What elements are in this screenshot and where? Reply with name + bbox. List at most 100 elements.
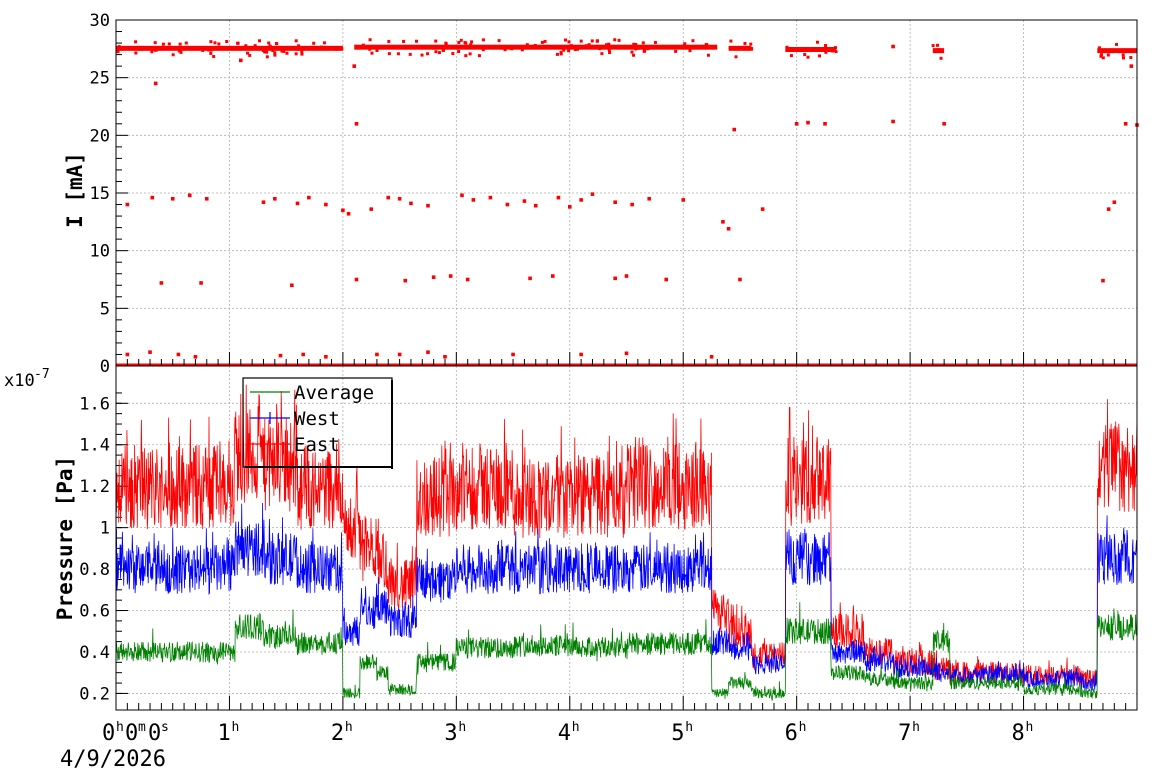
current-band-point xyxy=(296,47,300,51)
current-band-point xyxy=(201,48,205,52)
current-point xyxy=(409,201,413,206)
current-band-point xyxy=(691,39,695,43)
current-band-point xyxy=(785,45,789,49)
current-band-point xyxy=(297,44,301,48)
current-band-point xyxy=(387,52,391,56)
current-band xyxy=(116,39,344,59)
current-point xyxy=(125,352,130,357)
current-point xyxy=(726,226,731,231)
pressure-exponent-power: -7 xyxy=(34,367,50,382)
current-band-point xyxy=(575,47,579,51)
current-band-point xyxy=(432,46,436,50)
current-band-point xyxy=(590,39,594,43)
x-tick-label-hours: 2 xyxy=(331,721,344,746)
current-band-point xyxy=(275,42,279,46)
current-band-point xyxy=(500,46,504,50)
x-tick-label-hours: 1 xyxy=(217,721,230,746)
pressure-y-tick-label: 0.4 xyxy=(79,643,110,663)
pressure-y-tick-label: 0.6 xyxy=(79,602,110,622)
current-band-point xyxy=(457,50,461,54)
current-band-point xyxy=(469,43,473,47)
current-band-point xyxy=(745,45,749,49)
current-point xyxy=(738,277,742,282)
current-point xyxy=(721,220,725,224)
current-band-point xyxy=(116,50,120,54)
current-band-point xyxy=(434,39,438,43)
current-band-point xyxy=(1121,53,1125,57)
current-band-point xyxy=(674,49,678,53)
pressure-y-tick-label: 0.8 xyxy=(79,560,110,580)
current-band-point xyxy=(477,54,481,58)
current-point xyxy=(936,48,941,52)
current-band-body xyxy=(785,46,837,52)
current-band-point xyxy=(320,45,324,49)
current-band-point xyxy=(1097,46,1101,50)
current-band-point xyxy=(634,47,638,51)
current-band-body xyxy=(728,45,752,51)
current-band-point xyxy=(387,39,391,43)
current-band-point xyxy=(607,42,611,46)
current-band-point xyxy=(789,54,793,58)
current-band-point xyxy=(179,50,183,54)
current-band-point xyxy=(613,38,617,42)
current-band-point xyxy=(595,39,599,43)
current-point xyxy=(630,202,634,207)
current-band-point xyxy=(503,48,507,52)
current-point xyxy=(471,198,476,202)
current-point xyxy=(426,350,430,354)
current-point xyxy=(354,122,359,126)
current-point xyxy=(290,283,294,288)
current-band-point xyxy=(1119,48,1123,52)
current-band-point xyxy=(139,47,143,51)
current-point xyxy=(579,352,583,357)
current-y-tick-label: 25 xyxy=(90,69,110,89)
current-band-point xyxy=(184,41,188,45)
current-band-point xyxy=(265,50,269,54)
pressure-y-tick-label: 1.6 xyxy=(79,394,110,414)
current-band-point xyxy=(833,46,837,50)
current-point xyxy=(193,354,198,359)
current-point xyxy=(590,192,595,196)
current-band-point xyxy=(160,47,164,51)
current-band-point xyxy=(322,41,326,45)
current-band xyxy=(354,38,718,58)
current-point xyxy=(891,44,895,49)
current-band-point xyxy=(200,47,204,51)
current-band-point xyxy=(831,49,835,53)
current-point xyxy=(891,119,895,124)
current-band-point xyxy=(567,40,571,44)
current-band-point xyxy=(569,44,573,48)
pressure-exponent-label: x10 -7 xyxy=(4,367,50,391)
x-tick-label-zero-extra: s xyxy=(161,720,169,735)
current-point xyxy=(1123,122,1128,126)
current-band-point xyxy=(617,38,621,42)
current-band-point xyxy=(246,51,250,55)
x-tick-label-unit: h xyxy=(572,720,580,735)
current-point xyxy=(624,351,629,356)
current-band-point xyxy=(653,40,657,44)
current-point xyxy=(278,353,283,358)
current-band-point xyxy=(395,45,399,49)
current-point xyxy=(403,278,408,283)
current-band-point xyxy=(207,48,211,52)
current-band-point xyxy=(265,55,269,59)
current-band-point xyxy=(441,48,445,52)
current-point xyxy=(153,81,158,86)
pressure-series-average xyxy=(116,602,1137,701)
x-tick-label-zero-extra: m xyxy=(138,720,146,735)
x-tick-label-unit: h xyxy=(1026,720,1034,735)
current-band-point xyxy=(555,52,559,56)
current-band-point xyxy=(375,48,379,52)
current-point xyxy=(794,122,799,126)
current-band-point xyxy=(749,42,753,46)
current-point xyxy=(273,196,277,201)
current-band-point xyxy=(167,42,171,46)
current-band-point xyxy=(212,55,216,59)
x-tick-label-unit: h xyxy=(345,720,353,735)
current-band-point xyxy=(420,53,424,57)
